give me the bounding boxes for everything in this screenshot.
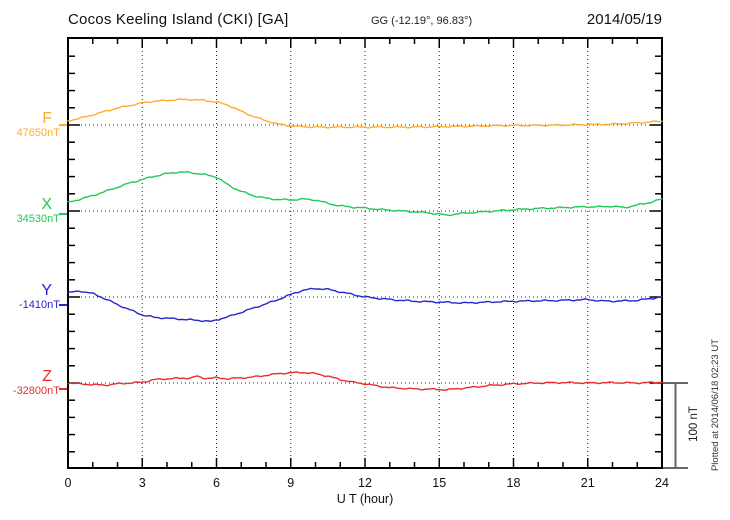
- x-tick-label-18: 18: [506, 476, 521, 490]
- x-tick-label-3: 3: [138, 476, 146, 490]
- station-title: Cocos Keeling Island (CKI) [GA]: [68, 11, 289, 28]
- trace-X: [67, 171, 663, 217]
- trace-F: [67, 98, 663, 129]
- x-tick-label-12: 12: [358, 476, 372, 490]
- component-letter-Y: Y: [41, 282, 52, 299]
- component-value-Y: -1410nT: [19, 299, 60, 311]
- x-tick-label-15: 15: [432, 476, 447, 490]
- plot-frame: [67, 37, 663, 469]
- component-letter-F: F: [42, 110, 52, 127]
- x-tick-label-9: 9: [287, 476, 295, 490]
- component-value-X: 34530nT: [16, 213, 60, 225]
- x-tick-label-6: 6: [213, 476, 220, 490]
- trace-Z: [67, 371, 663, 391]
- geo-coordinates: GG (-12.19°, 96.83°): [371, 15, 473, 27]
- component-value-F: 47650nT: [16, 127, 60, 139]
- component-value-Z: -32800nT: [12, 385, 60, 397]
- x-tick-label-0: 0: [64, 476, 72, 490]
- x-tick-label-24: 24: [655, 476, 669, 490]
- component-letter-X: X: [41, 196, 52, 213]
- scale-bar-label: 100 nT: [688, 406, 700, 442]
- component-letter-Z: Z: [42, 368, 52, 385]
- plot-date: 2014/05/19: [586, 11, 662, 28]
- plotted-at-note: Plotted at 2014/06/18 02:23 UT: [710, 338, 721, 472]
- x-axis-label: U T (hour): [336, 492, 394, 506]
- trace-Y: [67, 287, 663, 323]
- x-tick-label-21: 21: [580, 476, 595, 490]
